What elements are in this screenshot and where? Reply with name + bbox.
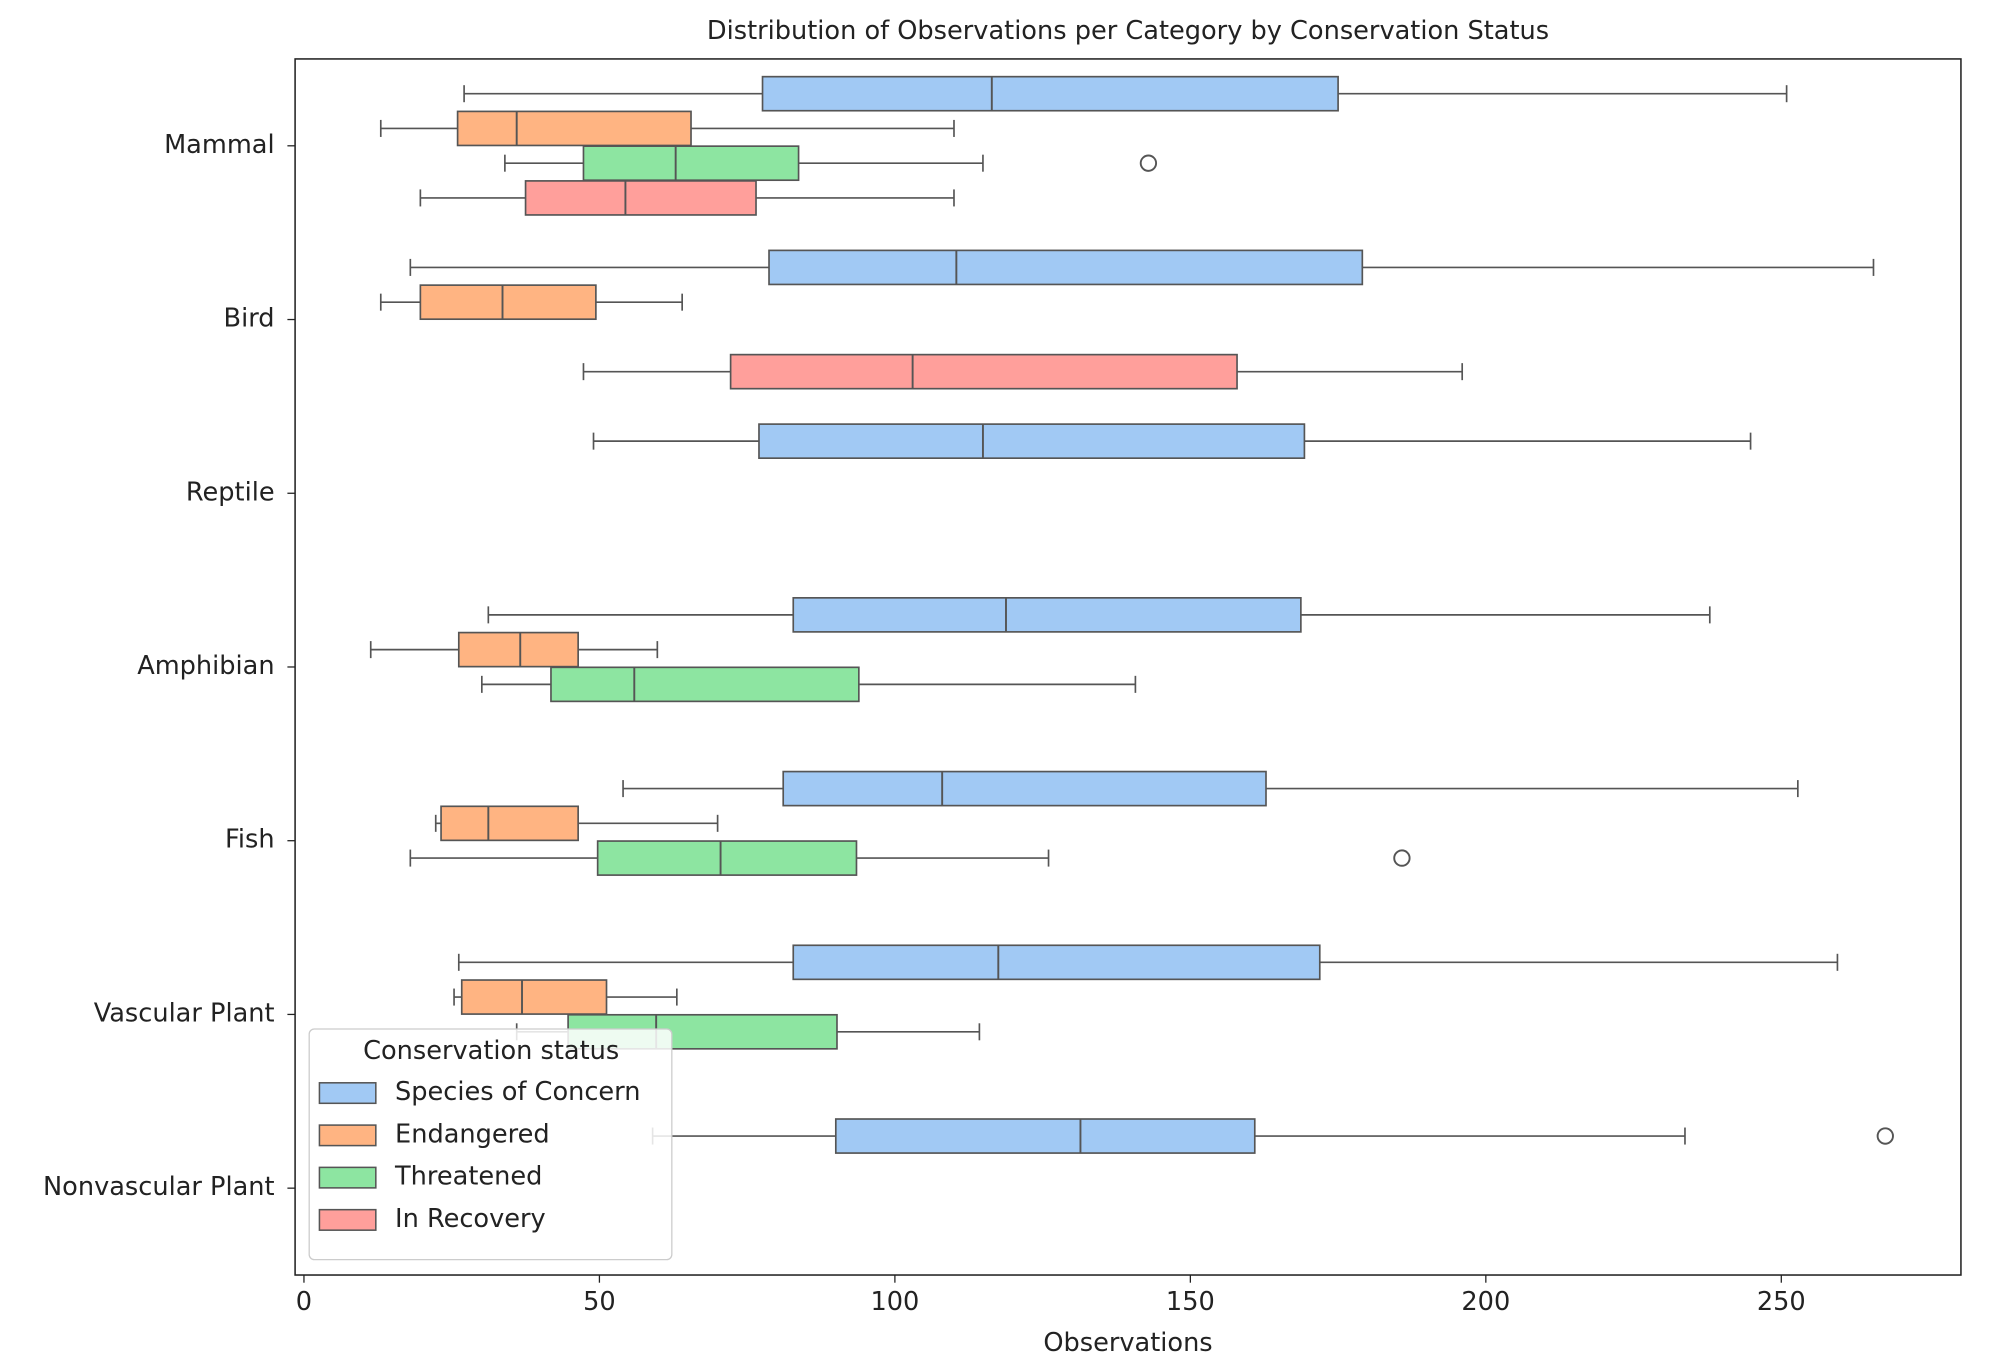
y-tick-label: Bird: [224, 304, 275, 334]
outlier: [1393, 849, 1411, 867]
y-tick-label: Mammal: [164, 130, 275, 160]
box: [834, 1118, 1256, 1154]
box: [768, 249, 1364, 286]
legend-label: In Recovery: [395, 1204, 546, 1234]
box: [596, 840, 858, 876]
chart-title: Distribution of Observations per Categor…: [707, 16, 1549, 46]
y-tick-label: Amphibian: [137, 651, 274, 681]
legend-swatch: [318, 1082, 377, 1105]
y-tick-label: Vascular Plant: [94, 998, 275, 1028]
y-tick-label: Nonvascular Plant: [43, 1172, 275, 1202]
x-tick-label: 250: [1757, 1287, 1806, 1317]
legend-label: Endangered: [395, 1119, 550, 1149]
box: [761, 75, 1339, 112]
box: [524, 180, 757, 216]
box: [456, 110, 692, 147]
legend-title: Conservation status: [363, 1036, 619, 1066]
box: [729, 353, 1238, 390]
x-axis-label: Observations: [1043, 1328, 1212, 1358]
box: [457, 631, 579, 668]
box: [792, 944, 1321, 981]
box: [460, 979, 608, 1015]
legend-swatch: [318, 1166, 377, 1189]
box: [582, 145, 800, 182]
x-tick-label: 200: [1461, 1287, 1510, 1317]
box: [758, 423, 1306, 459]
x-tick-label: 50: [583, 1287, 616, 1317]
legend-label: Threatened: [394, 1162, 542, 1192]
box: [782, 770, 1267, 807]
box: [550, 666, 860, 703]
legend-frame: [308, 1028, 673, 1261]
legend-label: Species of Concern: [395, 1077, 640, 1107]
box: [792, 597, 1302, 633]
y-tick-label: Fish: [225, 825, 275, 855]
box: [419, 284, 597, 321]
x-tick-label: 0: [296, 1287, 312, 1317]
legend-swatch: [318, 1124, 377, 1147]
x-tick-label: 150: [1166, 1287, 1215, 1317]
x-tick-label: 100: [870, 1287, 919, 1317]
legend-swatch: [318, 1208, 377, 1231]
outlier: [1139, 154, 1158, 172]
y-tick-label: Reptile: [186, 477, 275, 507]
outlier: [1876, 1127, 1894, 1145]
box: [440, 805, 579, 842]
